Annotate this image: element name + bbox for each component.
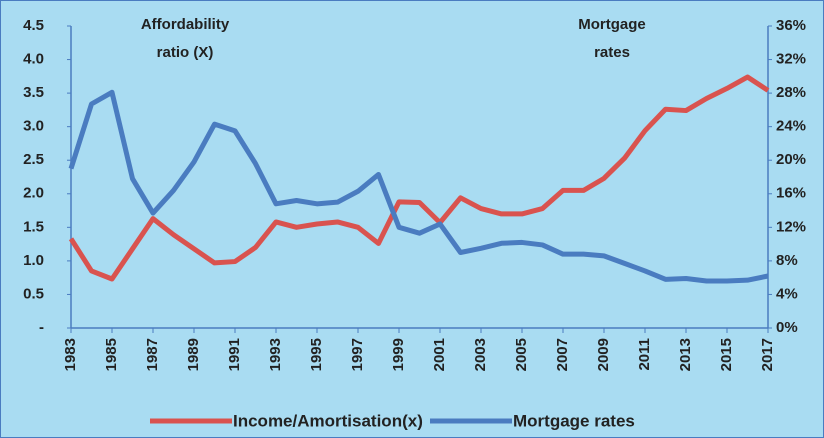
annotation: rates — [594, 44, 630, 61]
x-tick-label: 2017 — [759, 338, 776, 371]
series-line — [68, 74, 770, 282]
y-tick-label: 4.0 — [23, 51, 44, 68]
series-line — [68, 89, 769, 284]
y2-tick-label: 36% — [776, 17, 806, 34]
y2-tick-label: 20% — [776, 151, 806, 168]
x-tick-label: 1997 — [349, 338, 366, 371]
x-tick-label: 2009 — [595, 338, 612, 371]
x-tick-label: 1999 — [390, 338, 407, 371]
x-tick-label: 2003 — [472, 338, 489, 371]
y-tick-label: 3.5 — [23, 84, 44, 101]
y2-tick-label: 16% — [776, 185, 806, 202]
legend-label: Income/Amortisation(x) — [233, 411, 423, 430]
x-tick-label: 1993 — [267, 338, 284, 371]
x-tick-label: 1983 — [62, 338, 79, 371]
x-tick-label: 2007 — [554, 338, 571, 371]
y2-tick-label: 0% — [776, 319, 798, 336]
x-tick-label: 2013 — [677, 338, 694, 371]
x-tick-label: 2005 — [513, 338, 530, 371]
x-tick-label: 2015 — [718, 338, 735, 371]
y2-tick-label: 12% — [776, 218, 806, 235]
x-tick-label: 1985 — [103, 338, 120, 371]
y2-tick-label: 28% — [776, 84, 806, 101]
y2-tick-label: 32% — [776, 51, 806, 68]
y-tick-label: 1.0 — [23, 252, 44, 269]
y-tick-label: 4.5 — [23, 17, 44, 34]
annotation: Mortgage — [578, 16, 646, 33]
x-tick-label: 1991 — [226, 338, 243, 371]
y2-tick-label: 24% — [776, 118, 806, 135]
x-tick-label: 1995 — [308, 338, 325, 371]
x-tick-label: 1989 — [185, 338, 202, 371]
annotation: Affordability — [141, 16, 230, 33]
y-tick-label: 3.0 — [23, 118, 44, 135]
y-tick-label: - — [39, 319, 44, 336]
y-tick-label: 2.0 — [23, 185, 44, 202]
x-tick-label: 2011 — [636, 338, 653, 371]
legend-label: Mortgage rates — [513, 411, 635, 430]
y-tick-label: 2.5 — [23, 151, 44, 168]
y-tick-label: 0.5 — [23, 285, 44, 302]
y-tick-label: 1.5 — [23, 218, 44, 235]
x-tick-label: 2001 — [431, 338, 448, 371]
annotation: ratio (X) — [157, 44, 214, 61]
y2-tick-label: 4% — [776, 285, 798, 302]
y2-tick-label: 8% — [776, 252, 798, 269]
x-tick-label: 1987 — [144, 338, 161, 371]
